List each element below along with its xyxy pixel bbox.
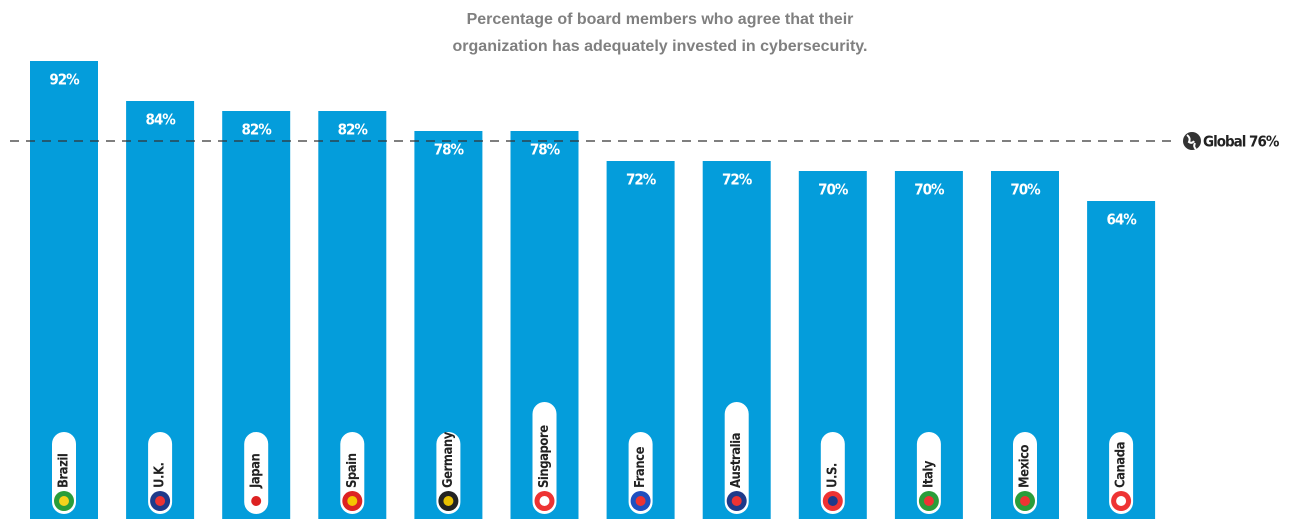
flag-detail bbox=[347, 496, 358, 506]
value-label: 64% bbox=[1106, 211, 1137, 229]
category-tag: Australia bbox=[724, 402, 749, 514]
flag-detail bbox=[155, 496, 166, 506]
flag-detail bbox=[635, 496, 646, 506]
x-tick-label: Italy bbox=[921, 460, 936, 488]
category-tag: Italy bbox=[916, 432, 941, 514]
chart-title: Percentage of board members who agree th… bbox=[467, 11, 854, 28]
value-label: 72% bbox=[722, 171, 753, 189]
x-tick-label: U.S. bbox=[825, 463, 840, 488]
category-tag: Canada bbox=[1109, 432, 1134, 514]
flag-detail bbox=[923, 496, 934, 506]
value-label: 70% bbox=[818, 181, 849, 199]
category-tag: Mexico bbox=[1013, 432, 1037, 514]
globe-icon bbox=[1183, 132, 1201, 150]
flag-detail bbox=[731, 496, 742, 506]
flag-detail bbox=[827, 496, 838, 506]
flag-detail bbox=[539, 496, 550, 506]
x-tick-label: Canada bbox=[1114, 442, 1129, 488]
value-label: 70% bbox=[914, 181, 945, 199]
x-tick-label: Mexico bbox=[1018, 444, 1033, 488]
x-tick-label: U.K. bbox=[153, 462, 168, 488]
label-pill bbox=[724, 402, 749, 514]
category-tag: U.K. bbox=[148, 432, 173, 514]
flag-detail bbox=[251, 496, 262, 506]
flag-detail bbox=[1020, 496, 1030, 506]
x-tick-label: Brazil bbox=[57, 453, 72, 488]
value-label: 82% bbox=[338, 121, 369, 139]
value-label: 92% bbox=[49, 71, 80, 89]
x-tick-label: Spain bbox=[345, 453, 360, 488]
category-tag: Germany bbox=[436, 431, 461, 514]
category-tag: Spain bbox=[340, 432, 365, 514]
category-tag: Brazil bbox=[52, 432, 76, 514]
value-label: 78% bbox=[434, 141, 465, 159]
category-tag: France bbox=[628, 432, 653, 514]
x-tick-label: France bbox=[633, 446, 648, 488]
category-tag: Singapore bbox=[532, 402, 557, 514]
value-label: 72% bbox=[626, 171, 657, 189]
x-tick-label: Germany bbox=[441, 431, 456, 488]
value-label: 78% bbox=[530, 141, 561, 159]
category-tag: Japan bbox=[244, 432, 269, 514]
flag-detail bbox=[59, 496, 69, 506]
globe-detail bbox=[1186, 134, 1197, 150]
value-label: 84% bbox=[145, 111, 176, 129]
value-label: 82% bbox=[242, 121, 273, 139]
x-tick-label: Japan bbox=[249, 453, 264, 489]
category-tag: U.S. bbox=[820, 432, 845, 514]
label-pill bbox=[532, 402, 557, 514]
value-label: 70% bbox=[1010, 181, 1041, 199]
x-tick-label: Singapore bbox=[537, 425, 552, 488]
flag-detail bbox=[443, 496, 454, 506]
flag-detail bbox=[1116, 496, 1127, 506]
chart-title: organization has adequately invested in … bbox=[453, 38, 868, 55]
reference-label: Global 76% bbox=[1203, 133, 1280, 151]
x-tick-label: Australia bbox=[729, 433, 744, 488]
